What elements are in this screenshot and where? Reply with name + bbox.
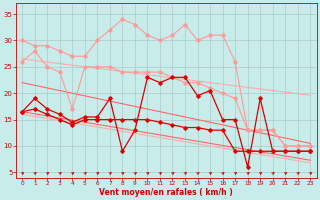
X-axis label: Vent moyen/en rafales ( km/h ): Vent moyen/en rafales ( km/h ) [100,188,233,197]
